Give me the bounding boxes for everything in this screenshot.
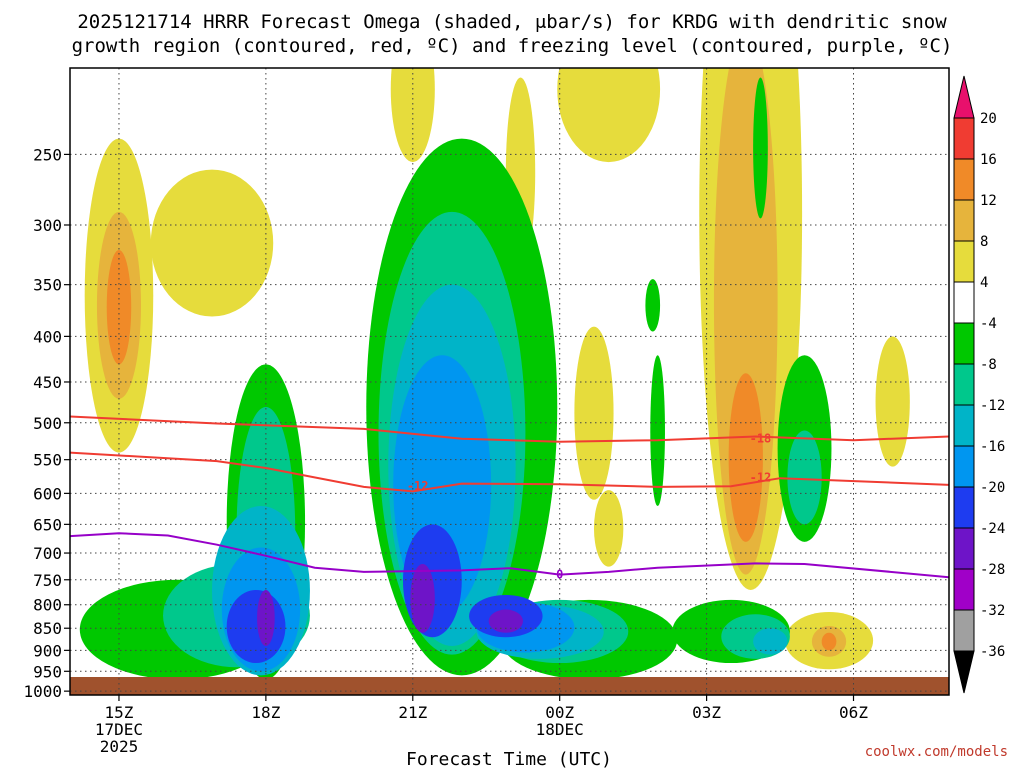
colorbar-label-1: 20 [980, 111, 997, 127]
x-tick-label-15Z: 15Z [105, 703, 134, 722]
omega-region-8 [574, 326, 614, 500]
omega-region-9 [593, 490, 624, 567]
x-tick-label-03Z: 03Z [692, 703, 721, 722]
omega-region-35 [410, 563, 435, 633]
colorbar-box-1 [953, 117, 975, 160]
colorbar-label-8: -12 [980, 398, 1005, 414]
colorbar-box-12 [953, 568, 975, 611]
colorbar-label-6: -4 [980, 316, 997, 332]
x-tick-label-06Z: 06Z [839, 703, 868, 722]
y-tick-label-300: 300 [33, 216, 62, 235]
colorbar-box-5 [953, 281, 975, 324]
contour-label-4: 0 [556, 568, 563, 582]
omega-region-23 [226, 589, 286, 664]
x-tick-label-18Z: 18Z [251, 703, 280, 722]
y-tick-label-550: 550 [33, 451, 62, 470]
y-tick-label-350: 350 [33, 276, 62, 295]
colorbar-label-10: -20 [980, 480, 1005, 496]
omega-region-12 [728, 373, 763, 542]
omega-shading [79, 68, 910, 680]
colorbar-box-6 [953, 322, 975, 365]
y-tick-label-900: 900 [33, 641, 62, 660]
y-tick-label-400: 400 [33, 327, 62, 346]
omega-region-13 [875, 336, 910, 467]
y-tick-label-600: 600 [33, 484, 62, 503]
x-tick-year-15Z: 2025 [100, 737, 139, 756]
colorbar-label-4: 8 [980, 234, 988, 250]
omega-region-24 [257, 589, 275, 647]
y-tick-label-700: 700 [33, 544, 62, 563]
colorbar-label-12: -28 [980, 562, 1005, 578]
omega-region-41 [787, 430, 822, 525]
colorbar-box-8 [953, 404, 975, 447]
ground-surface [70, 677, 949, 695]
x-tick-date-15Z: 17DEC [95, 720, 143, 739]
colorbar-box-10 [953, 486, 975, 529]
temperature-contours: -18 -12 -12 0 [70, 415, 949, 582]
x-tick-label-21Z: 21Z [398, 703, 427, 722]
colorbar-arrow-bottom [953, 650, 975, 694]
omega-region-7 [557, 68, 661, 163]
isotherm-minus-12-line [70, 451, 949, 493]
omega-region-5 [390, 68, 435, 163]
colorbar: 20 16 12 8 4 -4 -8 -12 -16 -20 -24 -28 -32 -36 [953, 75, 1005, 694]
colorbar-label-14: -36 [980, 644, 1005, 660]
y-tick-label-1000: 1000 [23, 682, 62, 701]
omega-region-3 [106, 249, 132, 365]
colorbar-label-3: 12 [980, 193, 997, 209]
omega-region-16 [821, 632, 837, 651]
isotherm-minus-18-line [70, 415, 949, 443]
y-tick-label-650: 650 [33, 515, 62, 534]
colorbar-box-2 [953, 158, 975, 201]
y-tick-label-850: 850 [33, 619, 62, 638]
omega-region-43 [645, 279, 661, 332]
chart-title-line-1: 2025121714 HRRR Forecast Omega (shaded, … [77, 11, 947, 33]
freezing-level-line [70, 532, 949, 579]
chart-title-line-2: growth region (contoured, red, ºC) and f… [72, 35, 953, 57]
colorbar-box-7 [953, 363, 975, 406]
y-tick-label-800: 800 [33, 596, 62, 615]
colorbar-label-13: -32 [980, 603, 1005, 619]
y-tick-label-500: 500 [33, 414, 62, 433]
colorbar-label-5: 4 [980, 275, 988, 291]
y-tick-label-250: 250 [33, 145, 62, 164]
colorbar-box-9 [953, 445, 975, 488]
omega-region-39 [753, 628, 788, 655]
colorbar-label-7: -8 [980, 357, 997, 373]
omega-region-36 [488, 609, 523, 633]
credit-text: coolwx.com/models [865, 744, 1008, 760]
colorbar-arrow-top [953, 75, 975, 119]
omega-region-44 [753, 77, 768, 219]
x-tick-label-00Z: 00Z [545, 703, 574, 722]
contour-label-3: -12 [407, 479, 429, 493]
colorbar-box-4 [953, 240, 975, 283]
x-axis-label: Forecast Time (UTC) [406, 749, 612, 768]
colorbar-box-13 [953, 609, 975, 652]
omega-region-4 [150, 169, 274, 317]
x-tick-date-00Z: 18DEC [536, 720, 584, 739]
colorbar-label-9: -16 [980, 439, 1005, 455]
y-tick-label-450: 450 [33, 373, 62, 392]
contour-label-1: -18 [750, 432, 772, 446]
colorbar-box-11 [953, 527, 975, 570]
omega-region-42 [650, 355, 665, 507]
pressure-axis: 250 300 350 400 450 500 550 600 650 700 750 800 850 9… [23, 145, 70, 701]
y-tick-label-750: 750 [33, 571, 62, 590]
colorbar-box-3 [953, 199, 975, 242]
y-tick-label-950: 950 [33, 662, 62, 681]
colorbar-label-2: 16 [980, 152, 997, 168]
contour-label-2: -12 [750, 471, 772, 485]
colorbar-label-11: -24 [980, 521, 1005, 537]
